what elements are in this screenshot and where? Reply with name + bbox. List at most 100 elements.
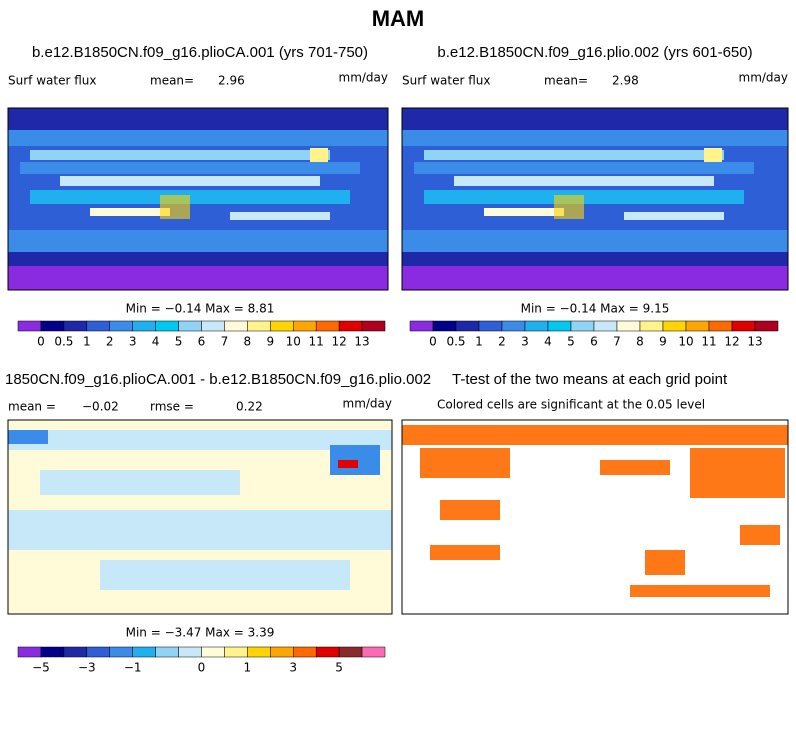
colorbar-label: 13 (747, 335, 762, 349)
colorbar-swatch (86, 646, 110, 658)
map (401, 419, 789, 615)
colorbar-swatch (662, 320, 687, 332)
colorbar-label: 3 (521, 335, 529, 349)
colorbar-label: 5 (175, 335, 183, 349)
colorbar-swatch (293, 320, 317, 332)
colorbar-swatch (570, 320, 595, 332)
colorbar-swatch (40, 646, 65, 658)
colorbar-label: −5 (32, 661, 50, 675)
colorbar-label: 8 (244, 335, 252, 349)
colorbar-label: 4 (544, 335, 552, 349)
colorbar-swatch (63, 320, 88, 332)
colorbar-label: 9 (266, 335, 274, 349)
colorbar-swatch (616, 320, 641, 332)
colorbar-swatch (338, 646, 363, 658)
colorbar-swatch (501, 320, 526, 332)
stat: 2.96 (218, 74, 245, 88)
colorbar-swatch (63, 646, 88, 658)
colorbar-swatch (270, 646, 294, 658)
colorbar-label: 0 (429, 335, 437, 349)
colorbar-swatch (639, 320, 664, 332)
colorbar-swatch (754, 320, 779, 332)
min-max: Min = −0.14 Max = 9.15 (521, 302, 670, 316)
colorbar-label: 1 (83, 335, 91, 349)
colorbar-label: 8 (636, 335, 644, 349)
stat: 0.22 (236, 400, 263, 414)
colorbar-swatch (155, 320, 179, 332)
units: mm/day (343, 397, 393, 411)
colorbar-swatch (593, 320, 618, 332)
colorbar-swatch (178, 320, 202, 332)
colorbar-swatch (270, 320, 294, 332)
colorbar-label: 12 (331, 335, 346, 349)
stat: 2.98 (612, 74, 639, 88)
min-max: Min = −3.47 Max = 3.39 (126, 626, 275, 640)
colorbar-swatch (224, 320, 248, 332)
colorbar-label: 9 (659, 335, 667, 349)
colorbar-label: 3 (129, 335, 137, 349)
colorbar-swatch (685, 320, 710, 332)
colorbar-swatch (478, 320, 503, 332)
colorbar-swatch (524, 320, 549, 332)
colorbar-label: 2 (106, 335, 114, 349)
subtitle: Colored cells are significant at the 0.0… (437, 398, 705, 412)
variable: Surf water flux (402, 74, 490, 88)
colorbar-label: 0.5 (54, 335, 73, 349)
map (7, 107, 389, 291)
colorbar-label: 12 (724, 335, 739, 349)
colorbar-swatch (293, 646, 317, 658)
colorbar-label: 7 (613, 335, 621, 349)
colorbar-label: −1 (124, 661, 142, 675)
stat-label: mean= (150, 74, 194, 88)
colorbar-label: 11 (309, 335, 324, 349)
colorbar-swatch (86, 320, 110, 332)
colorbar-swatch (132, 320, 156, 332)
colorbar-swatch (17, 646, 42, 658)
stat-label: mean= (544, 74, 588, 88)
colorbar-label: 6 (590, 335, 598, 349)
colorbar-swatch (455, 320, 480, 332)
panel-title: b.e12.B1850CN.f09_g16.plio.002 (yrs 601-… (437, 44, 752, 61)
colorbar-swatch (224, 646, 248, 658)
stat-label: rmse = (150, 400, 194, 414)
colorbar-swatch (432, 320, 457, 332)
colorbar-label: 13 (354, 335, 369, 349)
colorbar-swatch (109, 646, 133, 658)
colorbar-label: 3 (289, 661, 297, 675)
colorbar-label: 2 (498, 335, 506, 349)
panel-title: T-test of the two means at each grid poi… (452, 371, 728, 388)
colorbar-swatch (361, 320, 386, 332)
colorbar-swatch (247, 646, 271, 658)
colorbar-swatch (338, 320, 363, 332)
colorbar-swatch (155, 646, 179, 658)
map (401, 107, 789, 291)
colorbar-swatch (201, 320, 225, 332)
variable: Surf water flux (8, 74, 96, 88)
colorbar-label: −3 (78, 661, 96, 675)
map (7, 419, 393, 615)
stat-label: mean = (8, 400, 56, 414)
colorbar-label: 5 (567, 335, 575, 349)
colorbar-label: 0 (37, 335, 45, 349)
colorbar-label: 1 (244, 661, 252, 675)
colorbar-swatch (109, 320, 133, 332)
colorbars: 0 0.5 1 2 3 4 5 6 7 8 9 10 11 12 13 0 0.5 1 2 3 4 5 6 7 8 9 10 11 12… (17, 320, 779, 675)
colorbar-label: 0.5 (446, 335, 465, 349)
colorbar-swatch (201, 646, 225, 658)
panel-title: b.e12.B1850CN.f09_g16.plioCA.001 (yrs 70… (32, 44, 368, 61)
colorbar-label: 7 (221, 335, 229, 349)
colorbar-label: 10 (286, 335, 301, 349)
colorbar-swatch (708, 320, 733, 332)
colorbar-swatch (315, 320, 340, 332)
figure-title: MAM (372, 6, 425, 31)
colorbar-swatch (40, 320, 65, 332)
colorbar-swatch (547, 320, 572, 332)
colorbar-swatch (247, 320, 271, 332)
colorbar-label: 11 (701, 335, 716, 349)
min-max: Min = −0.14 Max = 8.81 (126, 302, 275, 316)
colorbar-swatch (178, 646, 202, 658)
units: mm/day (339, 71, 389, 85)
colorbar-label: 0 (198, 661, 206, 675)
stat: −0.02 (82, 400, 119, 414)
